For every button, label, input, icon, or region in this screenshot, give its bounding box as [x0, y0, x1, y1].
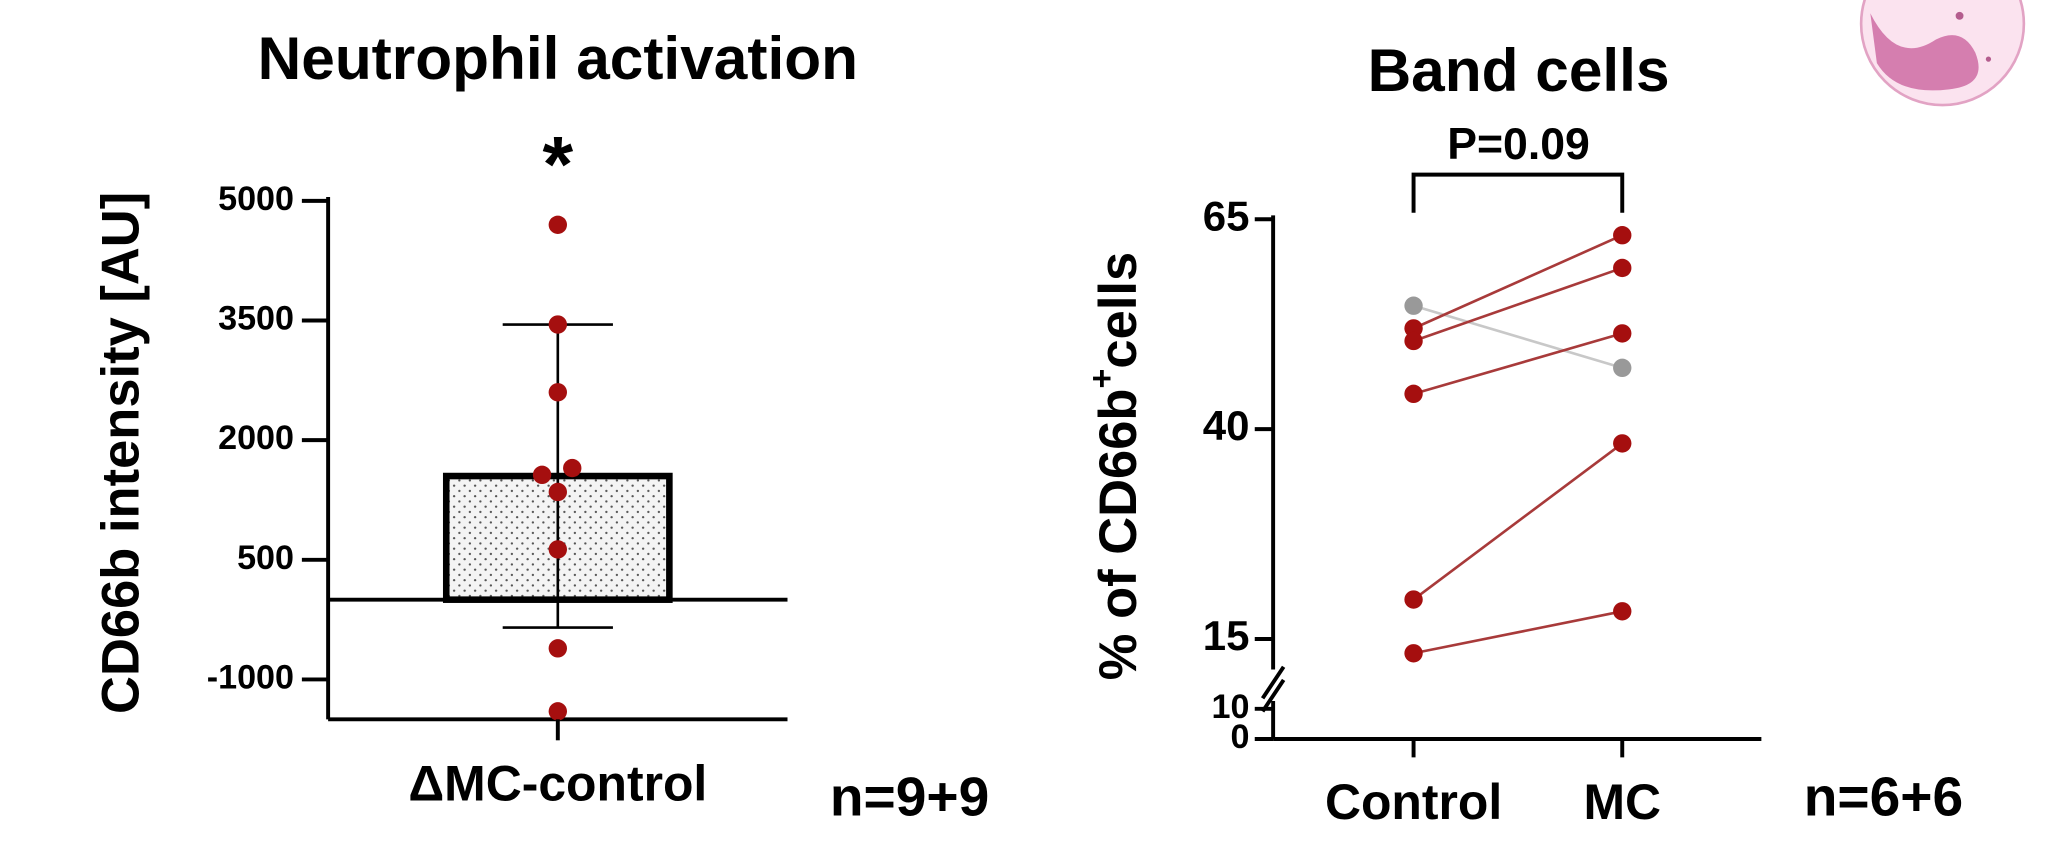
y-tick-label: -1000 [207, 658, 294, 696]
y-tick-label: 2000 [218, 419, 294, 457]
data-point [532, 465, 552, 485]
x-tick-label: Control [1325, 774, 1502, 830]
x-tick-label: ΔMC-control [408, 756, 707, 812]
data-point [548, 315, 567, 334]
p-value: P=0.09 [1447, 120, 1590, 169]
x-tick-label: MC [1583, 774, 1661, 830]
y-tick-label: 65 [1203, 192, 1250, 239]
pair-line [1413, 332, 1623, 396]
pair-line [1413, 234, 1623, 330]
data-point [548, 383, 567, 402]
data-point [1404, 319, 1423, 338]
data-point [548, 702, 567, 721]
data-point [1613, 602, 1632, 621]
bracket [1411, 172, 1625, 213]
y-tick-label: 15 [1203, 612, 1250, 659]
significance: * [542, 120, 573, 208]
data-point [548, 215, 567, 234]
y-tick-label: 10 [1212, 688, 1250, 726]
pair-line [1413, 266, 1623, 343]
y-tick-label: 3500 [218, 300, 294, 338]
data-point [1613, 358, 1632, 378]
n-label: n=6+6 [1804, 765, 1963, 827]
y-label-part: % of CD66b [1089, 389, 1148, 681]
data-point [1404, 590, 1423, 609]
data-point [563, 458, 582, 478]
y-label-sup: + [1083, 369, 1121, 389]
chart-title: Neutrophil activation [258, 24, 858, 92]
chart-title: Band cells [1368, 36, 1670, 104]
data-point [1613, 434, 1632, 453]
n-label: n=9+9 [830, 765, 989, 827]
cell-icon [1859, 0, 2026, 107]
y-axis-label: % of CD66b+cells [1083, 252, 1148, 680]
y-tick-label: 0 [1231, 718, 1250, 756]
y-tick-label: 40 [1203, 402, 1250, 449]
pair-line [1413, 610, 1623, 655]
pair-line [1413, 304, 1623, 370]
data-point [1404, 331, 1423, 351]
pair-line [1412, 442, 1624, 601]
y-axis-label: CD66b intensity [AU] [92, 192, 151, 714]
y-tick-label: 5000 [218, 180, 294, 218]
data-point [1404, 644, 1423, 663]
data-point [548, 540, 567, 559]
data-point [548, 639, 567, 658]
data-point [1613, 258, 1632, 278]
data-point [1613, 226, 1632, 245]
y-label-part: cells [1089, 252, 1148, 369]
data-point [548, 482, 567, 502]
data-point [1404, 296, 1423, 315]
y-tick-label: 500 [237, 539, 294, 577]
axis-break [1260, 665, 1286, 713]
data-point [1613, 324, 1632, 343]
data-point [1404, 384, 1423, 404]
